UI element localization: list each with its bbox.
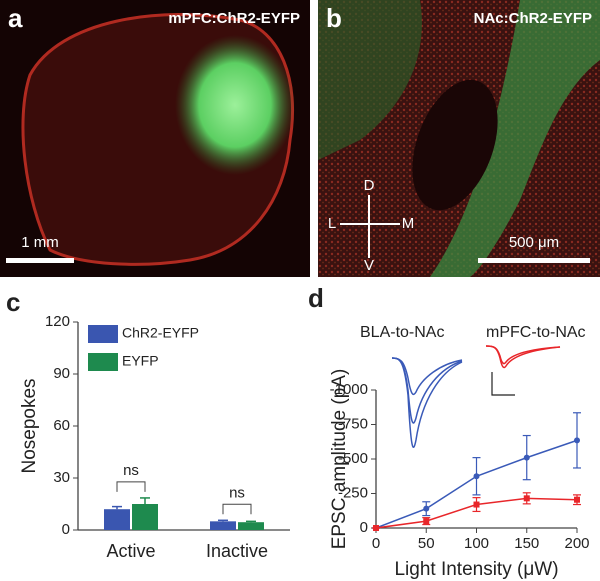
panel-title: NAc:ChR2-EYFP — [474, 10, 592, 27]
epsc-traces — [391, 345, 561, 448]
x-tick-label: 150 — [514, 535, 539, 552]
panel-title: mPFC:ChR2-EYFP — [168, 10, 300, 27]
marker — [523, 454, 530, 461]
panel-label: a — [8, 3, 23, 33]
marker — [423, 518, 430, 525]
panel-label: b — [326, 3, 342, 33]
y-tick-label: 0 — [360, 519, 368, 536]
significance-bracket — [116, 481, 146, 492]
x-axis-label: Light Intensity (μW) — [394, 559, 558, 580]
panel-label: d — [308, 283, 324, 313]
legend-swatch — [88, 325, 118, 343]
expression-site — [175, 35, 295, 175]
marker — [473, 473, 480, 480]
y-axis-label: EPSC amplitude (pA) — [329, 369, 350, 550]
y-tick-label: 0 — [62, 521, 70, 538]
y-tick-label: 30 — [53, 469, 70, 486]
scale-label: 500 μm — [509, 234, 559, 251]
fiber-region — [318, 0, 422, 160]
marker — [423, 505, 430, 512]
y-tick-label: -500 — [338, 450, 368, 467]
panel-a: a mPFC:ChR2-EYFP 1 mm — [0, 0, 310, 277]
y-tick-label: 120 — [45, 313, 70, 330]
y-tick-label: 90 — [53, 365, 70, 382]
compass — [340, 195, 400, 258]
anterior-commissure — [412, 79, 498, 211]
y-tick-label: -750 — [338, 415, 368, 432]
legend-label: ChR2-EYFP — [122, 325, 199, 341]
x-tick-label: 200 — [564, 535, 589, 552]
trace-label: mPFC-to-NAc — [486, 324, 586, 341]
compass-label: V — [364, 257, 374, 274]
compass-label: D — [364, 177, 375, 194]
marker — [473, 501, 480, 508]
x-tick-label: 50 — [418, 535, 435, 552]
marker — [373, 525, 379, 531]
fiber-region — [430, 0, 600, 277]
compass-label: L — [328, 215, 336, 232]
bar — [210, 521, 236, 530]
panel-label: c — [6, 287, 20, 317]
annotation: ns — [123, 462, 139, 479]
y-tick-label: -250 — [338, 484, 368, 501]
scale-bar — [478, 258, 590, 263]
x-tick-label: Active — [106, 541, 155, 561]
marker — [574, 496, 580, 503]
compass-label: M — [402, 215, 415, 232]
x-tick-label: 0 — [372, 535, 380, 552]
scale-label: 1 mm — [21, 234, 59, 251]
panel-b: b NAc:ChR2-EYFP D L M V 500 μm — [318, 0, 600, 277]
x-tick-label: 100 — [464, 535, 489, 552]
trace-label: BLA-to-NAc — [360, 324, 444, 341]
legend-label: EYFP — [122, 353, 159, 369]
marker — [574, 437, 580, 444]
legend-swatch — [88, 353, 118, 371]
bar — [238, 522, 264, 530]
marker — [523, 495, 530, 502]
y-axis-label: Nosepokes — [19, 378, 40, 473]
bar — [132, 504, 158, 530]
y-tick-label: 60 — [53, 417, 70, 434]
scale-bar — [6, 258, 74, 263]
bar — [104, 509, 130, 530]
annotation: ns — [229, 484, 245, 501]
y-tick-label: -1000 — [330, 381, 368, 398]
significance-bracket — [222, 503, 252, 515]
x-tick-label: Inactive — [206, 541, 268, 561]
